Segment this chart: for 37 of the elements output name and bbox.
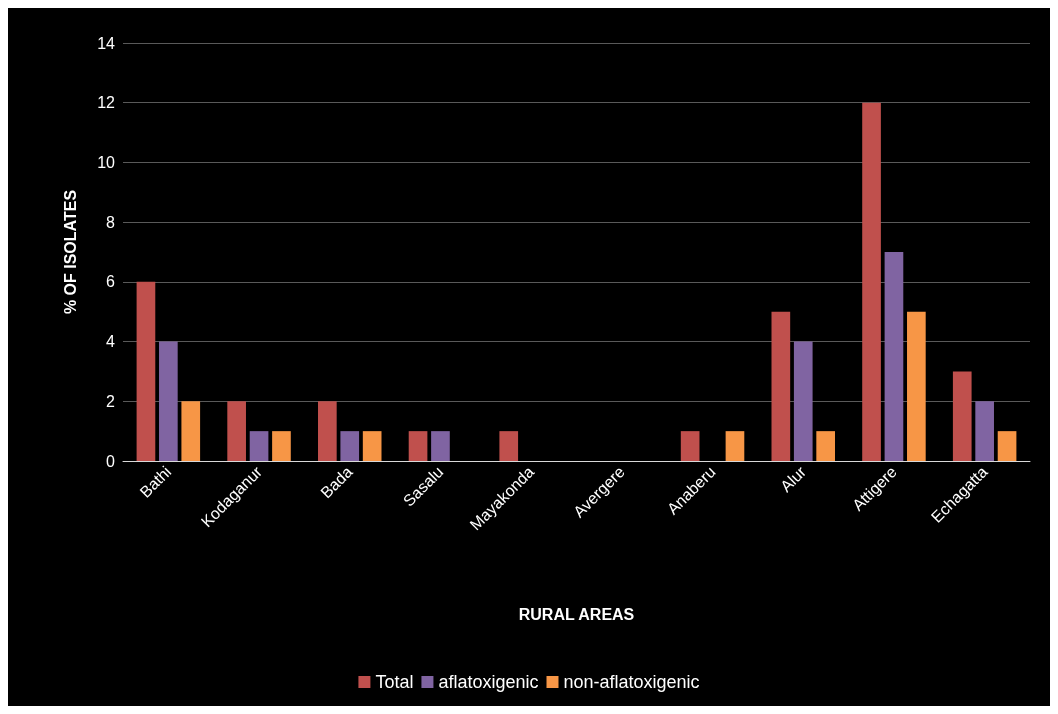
- bar: [952, 371, 972, 461]
- bar: [408, 431, 428, 461]
- bar: [499, 431, 519, 461]
- y-tick-label: 12: [97, 94, 116, 112]
- y-tick-label: 2: [106, 392, 116, 410]
- legend-label: aflatoxigenic: [438, 672, 539, 692]
- bar: [793, 341, 813, 461]
- bar: [272, 431, 291, 461]
- bar: [340, 431, 360, 461]
- bar: [318, 401, 337, 461]
- legend-label: Total: [375, 672, 414, 692]
- bar: [725, 431, 745, 461]
- bar: [862, 102, 881, 461]
- bar: [816, 431, 835, 461]
- bar: [227, 401, 246, 461]
- y-tick-label: 14: [97, 34, 116, 52]
- bar: [680, 431, 700, 461]
- y-tick-label: 6: [106, 273, 116, 291]
- bar: [975, 401, 994, 461]
- bar: [431, 431, 450, 461]
- x-axis-title: RURAL AREAS: [518, 605, 635, 623]
- y-tick-label: 0: [106, 452, 116, 470]
- bar: [771, 311, 791, 461]
- bar: [181, 401, 201, 461]
- y-tick-label: 8: [106, 213, 116, 231]
- bar: [362, 431, 382, 461]
- y-tick-label: 10: [97, 153, 116, 171]
- x-tick-label: Alur: [777, 462, 810, 496]
- y-tick-label: 4: [106, 333, 116, 351]
- bar: [249, 431, 269, 461]
- bar: [907, 311, 926, 461]
- bar: [136, 281, 156, 461]
- bar: [884, 252, 904, 461]
- bar: [159, 341, 178, 461]
- bar: [997, 431, 1017, 461]
- y-axis-title: % OF ISOLATES: [61, 189, 79, 315]
- legend-label: non-aflatoxigenic: [563, 672, 700, 692]
